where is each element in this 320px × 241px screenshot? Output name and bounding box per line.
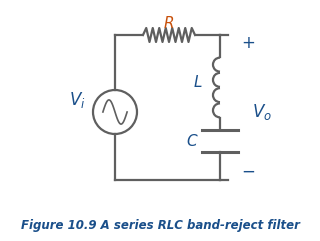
Text: L: L (194, 75, 202, 90)
Text: $V_o$: $V_o$ (252, 102, 272, 122)
Text: Figure 10.9 A series RLC band-reject filter: Figure 10.9 A series RLC band-reject fil… (20, 219, 300, 232)
Text: C: C (187, 134, 197, 148)
Text: $V_i$: $V_i$ (69, 90, 85, 110)
Text: R: R (164, 15, 174, 31)
Text: −: − (241, 163, 255, 181)
Text: +: + (241, 34, 255, 52)
